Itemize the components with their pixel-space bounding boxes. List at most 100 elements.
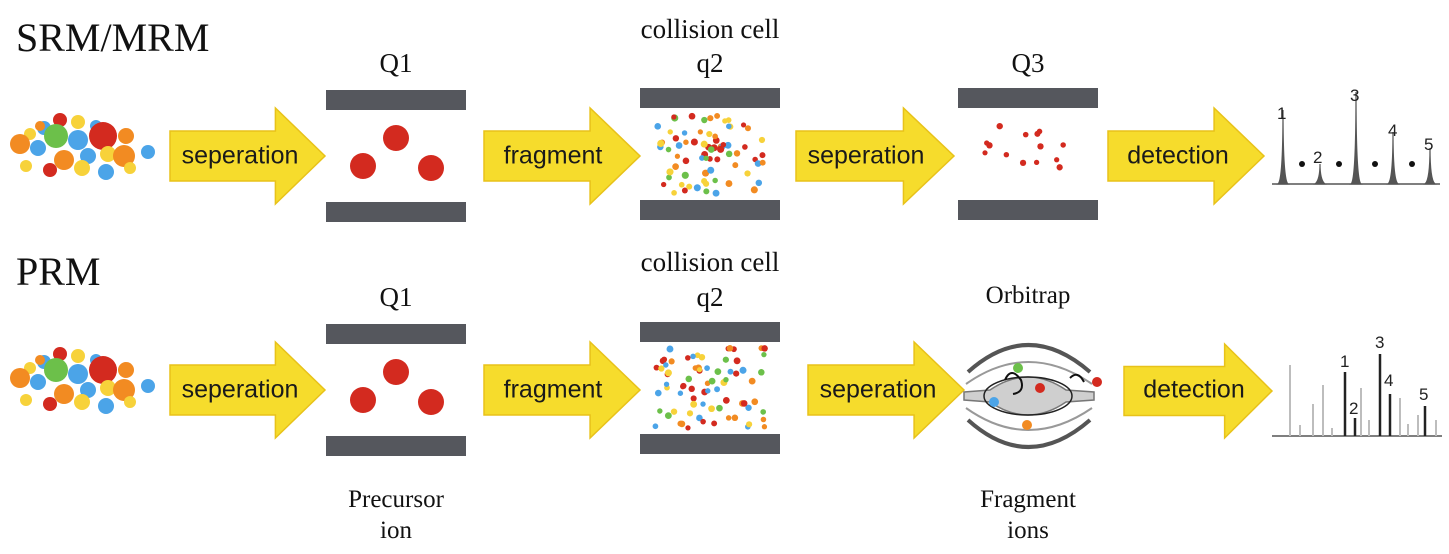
- ion-dot: [80, 382, 96, 398]
- ion-dot: [707, 146, 715, 153]
- ion-dot: [666, 168, 674, 176]
- peak-label-4: 4: [1388, 121, 1398, 140]
- stage-label-q1: Q1: [379, 48, 413, 78]
- ion-dot: [714, 112, 721, 119]
- caption-line: Precursor: [348, 486, 444, 513]
- arrow-shape: [169, 340, 327, 440]
- arrow-shape: [169, 106, 327, 206]
- ion-dot: [113, 145, 135, 167]
- ion-dot: [707, 115, 714, 122]
- arrow-label-detection: detection: [1127, 141, 1229, 170]
- ion-dot: [43, 397, 57, 411]
- ion-dot: [100, 380, 116, 396]
- ion-dot: [686, 410, 694, 417]
- ion-dot: [724, 141, 732, 149]
- spectrum-peak: [1423, 147, 1437, 185]
- ion-dot: [667, 129, 673, 135]
- ion-dot: [675, 142, 683, 149]
- ion-trajectory: [1004, 372, 1023, 395]
- ion-dot: [725, 150, 733, 158]
- ion-dot: [727, 368, 734, 375]
- ion-dot: [141, 145, 155, 159]
- ion-dot: [744, 125, 752, 132]
- ion-dot: [761, 424, 768, 430]
- ion-dot: [672, 135, 680, 142]
- ion-dot: [984, 140, 990, 146]
- ion-dot: [731, 414, 739, 422]
- stage-label-orbitrap: Orbitrap: [985, 282, 1071, 309]
- ion-dot: [74, 394, 90, 410]
- ion-dot: [672, 163, 679, 170]
- arrow-label-seperation: seperation: [819, 375, 937, 404]
- ion-dot: [1092, 377, 1102, 387]
- electrode-plate: [326, 90, 466, 110]
- ion-dot: [124, 162, 136, 174]
- ion-dot: [53, 347, 67, 361]
- ion-dot: [113, 379, 135, 401]
- ion-dot: [744, 170, 751, 177]
- ion-dot: [996, 122, 1003, 130]
- ion-dot: [750, 186, 758, 194]
- ion-dot: [696, 367, 703, 373]
- ion-dot: [653, 364, 660, 371]
- ion-dot: [54, 384, 74, 404]
- ion-dot: [742, 144, 748, 150]
- ion-dot: [759, 152, 766, 159]
- arrow-label-fragment: fragment: [503, 141, 603, 170]
- peak-label-2: 2: [1313, 148, 1323, 167]
- peak-label-3: 3: [1350, 86, 1360, 105]
- ion-dot: [664, 369, 672, 377]
- orbitrap-outer-electrode: [966, 418, 1092, 449]
- row-title-prm: PRM: [16, 249, 101, 294]
- ion-dot: [755, 179, 763, 187]
- ion-dot: [748, 377, 756, 385]
- arrow-shape: [483, 340, 642, 440]
- ion-dot: [43, 163, 57, 177]
- ion-dot: [692, 365, 699, 371]
- arrow-label-seperation: seperation: [807, 141, 925, 170]
- stage-label-q2: q2: [696, 48, 724, 78]
- ion-dot: [700, 401, 706, 407]
- stage-label-q3: Q3: [1011, 48, 1045, 78]
- ion-dot: [682, 157, 690, 165]
- ion-dot: [665, 146, 672, 153]
- ion-dot: [30, 140, 46, 156]
- ion-dot: [54, 150, 74, 170]
- ion-dot: [700, 140, 708, 148]
- ion-dot: [1003, 151, 1010, 158]
- caption-precursor-ion: Precursor ion: [348, 484, 444, 546]
- ion-dot: [760, 409, 767, 415]
- ion-dot: [712, 133, 718, 140]
- ion-dot: [686, 183, 693, 190]
- electrode-plate: [640, 322, 780, 342]
- ion-dot: [761, 345, 768, 352]
- ion-dot: [670, 408, 678, 415]
- ion-dot: [725, 180, 733, 187]
- separator-dot: [1299, 161, 1305, 167]
- ion-dot: [1022, 131, 1029, 138]
- ion-dot: [746, 421, 753, 428]
- ion-dot: [696, 414, 703, 422]
- ion-dot: [659, 357, 667, 365]
- arrow-shape: [1107, 106, 1266, 206]
- ion-dot: [10, 368, 30, 388]
- ion-dot: [663, 362, 669, 368]
- ion-dot: [708, 377, 716, 385]
- ion-dot: [693, 184, 701, 192]
- ion-dot: [732, 162, 739, 169]
- ion-dot: [671, 114, 677, 120]
- ion-dot: [1019, 159, 1027, 167]
- ion-dot: [722, 356, 729, 363]
- ion-dot: [681, 171, 689, 179]
- peak-label-5: 5: [1419, 385, 1429, 404]
- ion-dot: [1037, 143, 1044, 150]
- peak-label-4: 4: [1384, 371, 1394, 390]
- arrow-shape: [795, 106, 956, 206]
- ion-dot: [723, 377, 729, 383]
- ion-dot: [714, 368, 722, 375]
- arrow-label-seperation: seperation: [181, 141, 299, 170]
- ion-dot: [44, 358, 68, 382]
- stage-label-q1: Q1: [379, 282, 413, 312]
- ion-dot: [690, 395, 697, 402]
